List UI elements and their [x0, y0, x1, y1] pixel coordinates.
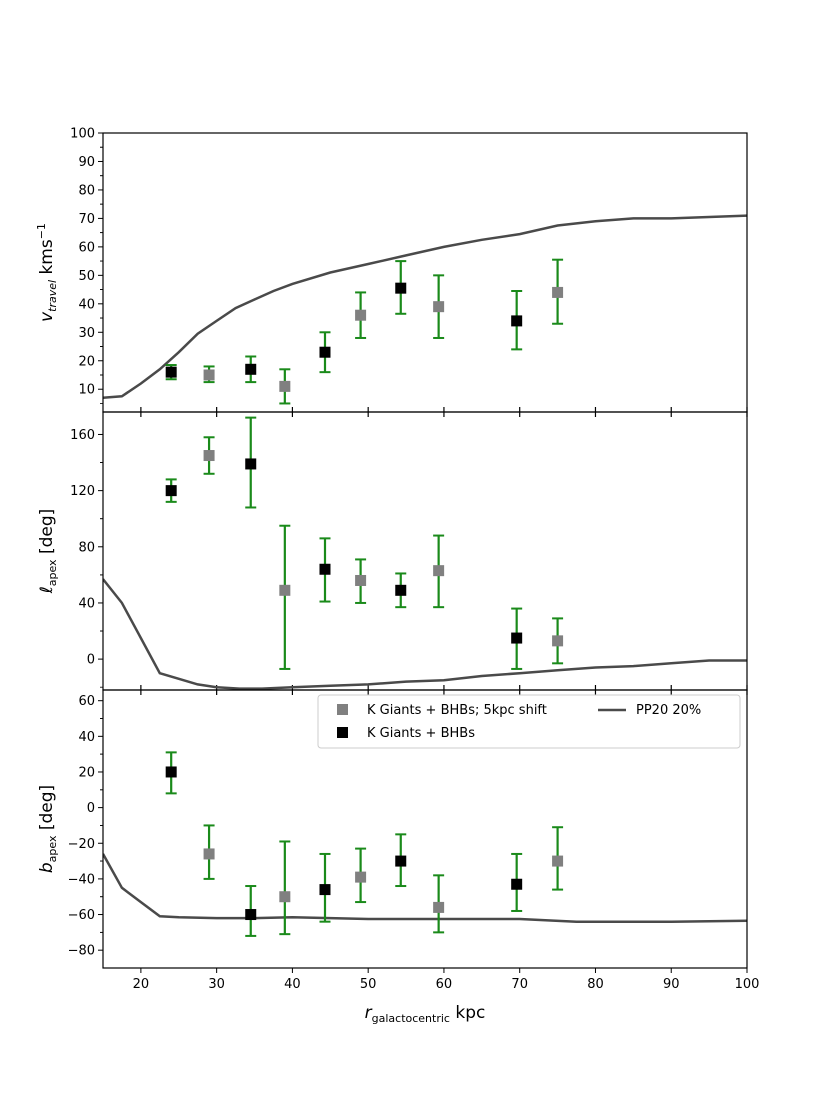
- data-point-unshifted: [319, 346, 331, 358]
- data-point-shifted: [355, 871, 367, 883]
- x-tick-label: 100: [735, 977, 760, 992]
- y-axis-label-var: v: [37, 311, 57, 322]
- y-tick-label: 40: [78, 730, 95, 745]
- data-point-unshifted: [319, 563, 331, 575]
- data-point-unshifted: [165, 485, 177, 497]
- y-tick-label: −60: [68, 908, 95, 923]
- x-tick-label: 30: [208, 977, 225, 992]
- x-axis-label-sub: galactocentric: [372, 1012, 450, 1025]
- y-tick-label: −40: [68, 872, 95, 887]
- y-tick-label: 40: [78, 596, 95, 611]
- model-line-pp20: [103, 853, 747, 923]
- x-tick-label: 90: [663, 977, 680, 992]
- y-tick-label: 0: [87, 801, 95, 816]
- data-point-unshifted: [245, 458, 257, 470]
- data-point-shifted: [552, 286, 564, 298]
- y-axis-label-sub: apex: [46, 835, 59, 862]
- legend-label-shifted: K Giants + BHBs; 5kpc shift: [367, 703, 547, 718]
- panel-v_travel: 10 20 30 40 50 60 70 80 90 100 vtravel kms−1: [35, 127, 748, 417]
- y-axis-label-sub: apex: [46, 559, 59, 586]
- data-point-shifted: [355, 574, 367, 586]
- y-axis-label-unit: [deg]: [37, 785, 57, 836]
- y-tick-label: 10: [78, 383, 95, 398]
- data-point-shifted: [279, 380, 291, 392]
- data-point-shifted: [355, 309, 367, 321]
- y-tick-label: 40: [78, 297, 95, 312]
- data-point-shifted: [552, 855, 564, 867]
- data-point-unshifted: [511, 632, 523, 644]
- y-axis-label-l_apex: ℓapex [deg]: [37, 509, 59, 595]
- x-tick-label: 60: [436, 977, 453, 992]
- y-axis-label-unit: kms: [37, 239, 57, 280]
- data-point-shifted: [433, 901, 445, 913]
- y-tick-label: 80: [78, 540, 95, 555]
- legend-label-unshifted: K Giants + BHBs: [367, 726, 475, 741]
- y-tick-label: 60: [78, 240, 95, 255]
- data-point-unshifted: [165, 366, 177, 378]
- x-tick-label: 80: [587, 977, 604, 992]
- x-tick-label: 70: [511, 977, 528, 992]
- legend-marker-shifted: [337, 704, 348, 715]
- y-axis-label-unit: [deg]: [37, 509, 57, 560]
- x-tick-labels: 20 30 40 50 60 70 80 90 100: [133, 977, 760, 992]
- y-axis-label-var: b: [37, 862, 57, 873]
- data-point-shifted: [203, 450, 215, 462]
- y-tick-label: 20: [78, 765, 95, 780]
- data-point-shifted: [433, 301, 445, 313]
- y-tick-label: −80: [68, 944, 95, 959]
- y-tick-label: 0: [87, 653, 95, 668]
- panel-frame: [102, 411, 748, 691]
- legend: K Giants + BHBs; 5kpc shift K Giants + B…: [317, 694, 741, 749]
- data-point-shifted: [433, 565, 445, 577]
- data-point-unshifted: [319, 884, 331, 896]
- y-tick-label: 50: [78, 269, 95, 284]
- data-point-shifted: [279, 891, 291, 903]
- y-tick-label: 70: [78, 212, 95, 227]
- y-tick-label: 90: [78, 155, 95, 170]
- y-axis-label-sub: travel: [46, 280, 59, 312]
- panel-frame: [102, 689, 748, 969]
- y-tick-label: 20: [78, 354, 95, 369]
- panel-b_apex: −80 −60 −40 −20 0 20 40 60 bapex [deg]: [37, 689, 748, 973]
- data-point-unshifted: [395, 855, 407, 867]
- x-axis-label-unit: kpc: [450, 1003, 485, 1023]
- model-line-pp20: [103, 214, 747, 400]
- panel-frame: [102, 132, 748, 413]
- x-tick-label: 50: [360, 977, 377, 992]
- data-point-unshifted: [245, 909, 257, 921]
- data-point-shifted: [279, 584, 291, 596]
- data-point-unshifted: [511, 878, 523, 890]
- y-tick-label: 120: [70, 484, 95, 499]
- y-axis-label-v_travel: vtravel kms−1: [35, 223, 59, 322]
- data-point-unshifted: [165, 766, 177, 778]
- data-point-shifted: [203, 848, 215, 860]
- legend-marker-unshifted: [337, 727, 348, 738]
- x-axis-label: rgalactocentric kpc: [365, 1003, 486, 1025]
- y-tick-label: −20: [68, 837, 95, 852]
- data-point-unshifted: [395, 282, 407, 294]
- x-tick-label: 20: [133, 977, 150, 992]
- y-tick-label: 30: [78, 326, 95, 341]
- model-line-pp20: [103, 578, 747, 690]
- data-point-unshifted: [395, 584, 407, 596]
- data-point-shifted: [203, 369, 215, 381]
- legend-label-model: PP20 20%: [636, 703, 701, 718]
- x-tick-label: 40: [284, 977, 301, 992]
- x-axis-label-var: r: [365, 1003, 373, 1023]
- panel-l_apex: 0 40 80 120 160 ℓapex [deg]: [37, 411, 748, 695]
- data-point-unshifted: [511, 315, 523, 327]
- y-axis-label-sup: −1: [35, 223, 48, 239]
- legend-frame: [317, 694, 741, 749]
- data-point-shifted: [552, 635, 564, 647]
- y-tick-label: 160: [70, 428, 95, 443]
- y-axis-label-var: ℓ: [37, 586, 57, 594]
- data-point-unshifted: [245, 363, 257, 375]
- y-axis-label-b_apex: bapex [deg]: [37, 785, 59, 873]
- y-tick-label: 80: [78, 183, 95, 198]
- y-tick-label: 100: [70, 127, 95, 142]
- y-tick-label: 60: [78, 694, 95, 709]
